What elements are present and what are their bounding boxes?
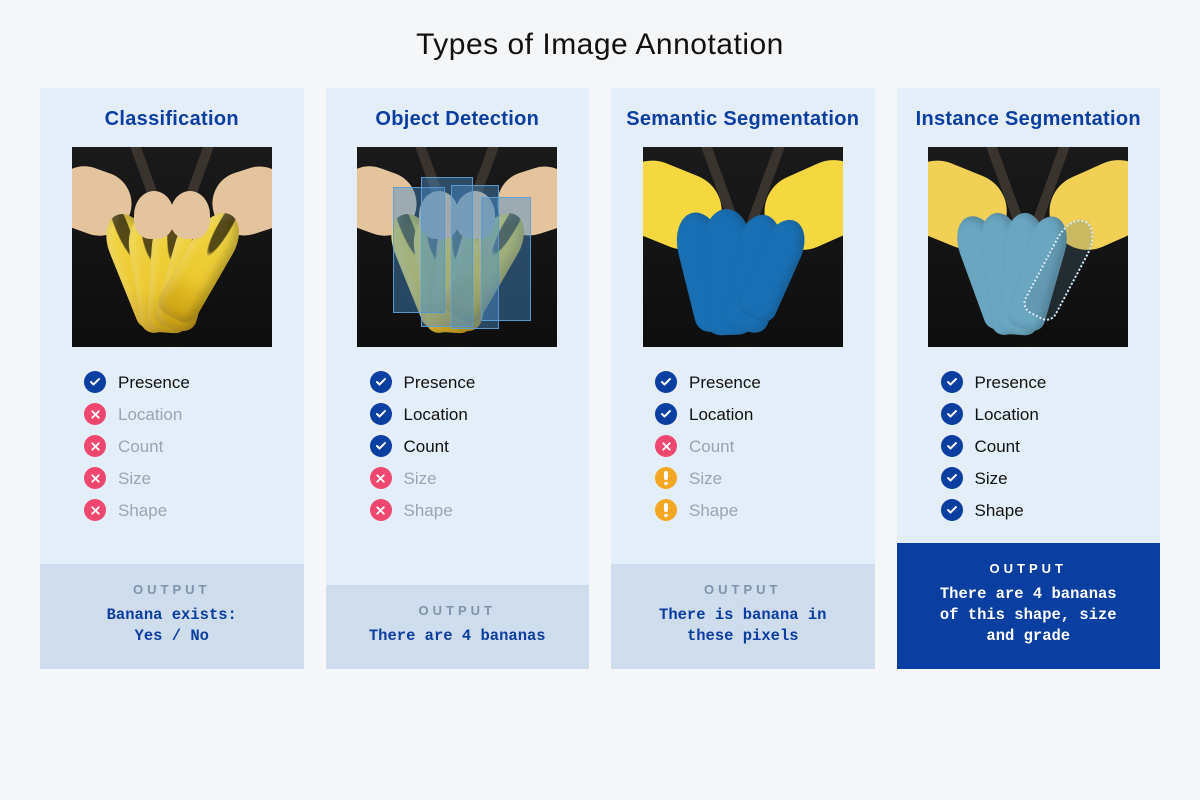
card-title: Classification: [40, 88, 304, 147]
output-text: There is banana in these pixels: [625, 605, 861, 647]
example-image: [357, 147, 557, 347]
feature-label: Shape: [689, 502, 738, 519]
feature-row: Presence: [370, 371, 590, 393]
page-title: Types of Image Annotation: [40, 28, 1160, 62]
feature-list: Presence Location Count Size Shape: [897, 371, 1161, 543]
cross-icon: [84, 435, 106, 457]
feature-row: Count: [370, 435, 590, 457]
check-icon: [370, 371, 392, 393]
feature-label: Presence: [689, 374, 761, 391]
feature-row: Presence: [941, 371, 1161, 393]
example-image: [72, 147, 272, 347]
feature-label: Size: [975, 470, 1008, 487]
check-icon: [655, 371, 677, 393]
check-icon: [84, 371, 106, 393]
feature-label: Size: [689, 470, 722, 487]
example-image: [928, 147, 1128, 347]
output-label: OUTPUT: [625, 582, 861, 597]
feature-label: Shape: [118, 502, 167, 519]
feature-row: Size: [370, 467, 590, 489]
infographic-page: Types of Image Annotation Classification…: [0, 0, 1200, 800]
output-text: There are 4 bananas of this shape, size …: [911, 584, 1147, 647]
output-panel: OUTPUT There is banana in these pixels: [611, 564, 875, 669]
feature-list: Presence Location Count Size Shape: [611, 371, 875, 543]
feature-label: Count: [404, 438, 449, 455]
feature-row: Presence: [655, 371, 875, 393]
feature-label: Location: [975, 406, 1039, 423]
check-icon: [941, 371, 963, 393]
feature-row: Shape: [655, 499, 875, 521]
check-icon: [941, 467, 963, 489]
feature-row: Location: [370, 403, 590, 425]
check-icon: [370, 435, 392, 457]
feature-list: Presence Location Count Size Shape: [40, 371, 304, 543]
feature-row: Shape: [370, 499, 590, 521]
output-panel: OUTPUT There are 4 bananas of this shape…: [897, 543, 1161, 669]
output-panel: OUTPUT Banana exists: Yes / No: [40, 564, 304, 669]
feature-row: Size: [655, 467, 875, 489]
check-icon: [941, 435, 963, 457]
feature-label: Shape: [404, 502, 453, 519]
feature-label: Size: [404, 470, 437, 487]
feature-label: Presence: [118, 374, 190, 391]
warn-icon: [655, 467, 677, 489]
feature-label: Size: [118, 470, 151, 487]
feature-row: Count: [941, 435, 1161, 457]
feature-row: Count: [655, 435, 875, 457]
warn-icon: [655, 499, 677, 521]
annotation-card: Instance Segmentation Presence Location …: [897, 88, 1161, 669]
feature-label: Location: [118, 406, 182, 423]
feature-row: Size: [941, 467, 1161, 489]
feature-row: Presence: [84, 371, 304, 393]
feature-label: Location: [689, 406, 753, 423]
feature-label: Presence: [404, 374, 476, 391]
output-label: OUTPUT: [54, 582, 290, 597]
bounding-box: [481, 197, 531, 321]
card-title: Instance Segmentation: [897, 88, 1161, 147]
example-image: [643, 147, 843, 347]
output-text: Banana exists: Yes / No: [54, 605, 290, 647]
feature-row: Location: [941, 403, 1161, 425]
check-icon: [941, 403, 963, 425]
cross-icon: [655, 435, 677, 457]
feature-row: Size: [84, 467, 304, 489]
feature-label: Presence: [975, 374, 1047, 391]
cross-icon: [370, 467, 392, 489]
check-icon: [370, 403, 392, 425]
annotation-card: Classification Presence Location Count: [40, 88, 304, 669]
annotation-card: Object Detection Presence Location Cou: [326, 88, 590, 669]
feature-label: Count: [689, 438, 734, 455]
card-title: Semantic Segmentation: [611, 88, 875, 147]
cross-icon: [84, 467, 106, 489]
feature-label: Count: [975, 438, 1020, 455]
feature-label: Location: [404, 406, 468, 423]
check-icon: [655, 403, 677, 425]
check-icon: [941, 499, 963, 521]
feature-row: Location: [655, 403, 875, 425]
output-text: There are 4 bananas: [340, 626, 576, 647]
feature-list: Presence Location Count Size Shape: [326, 371, 590, 543]
feature-label: Shape: [975, 502, 1024, 519]
feature-label: Count: [118, 438, 163, 455]
output-label: OUTPUT: [911, 561, 1147, 576]
cross-icon: [370, 499, 392, 521]
output-panel: OUTPUT There are 4 bananas: [326, 585, 590, 669]
cross-icon: [84, 499, 106, 521]
card-title: Object Detection: [326, 88, 590, 147]
feature-row: Shape: [84, 499, 304, 521]
feature-row: Location: [84, 403, 304, 425]
annotation-card: Semantic Segmentation Presence Location …: [611, 88, 875, 669]
cross-icon: [84, 403, 106, 425]
cards-row: Classification Presence Location Count: [40, 88, 1160, 669]
output-label: OUTPUT: [340, 603, 576, 618]
feature-row: Count: [84, 435, 304, 457]
feature-row: Shape: [941, 499, 1161, 521]
